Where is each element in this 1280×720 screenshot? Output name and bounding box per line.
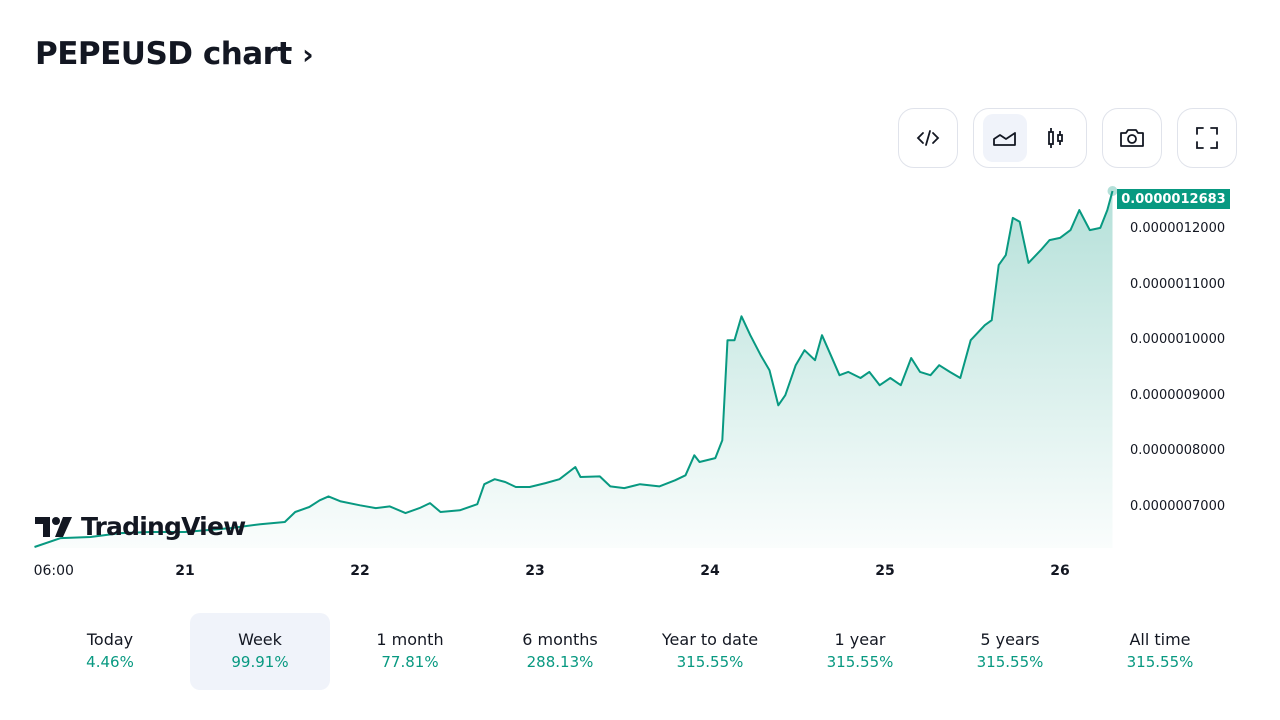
last-price-dot xyxy=(1107,186,1118,197)
fullscreen-icon xyxy=(1196,127,1218,149)
period-tab-5-years[interactable]: 5 years 315.55% xyxy=(940,613,1080,690)
period-change: 4.46% xyxy=(86,653,134,671)
snapshot-button[interactable] xyxy=(1102,108,1162,168)
period-tab-week[interactable]: Week 99.91% xyxy=(190,613,330,690)
period-change: 99.91% xyxy=(231,653,289,671)
page-title[interactable]: PEPEUSD chart › xyxy=(35,36,314,72)
period-label: 1 month xyxy=(376,630,444,649)
y-axis-tick-label: 0.0000009000 xyxy=(1130,387,1226,403)
tradingview-logo-text: TradingView xyxy=(81,512,246,541)
code-icon xyxy=(916,130,940,146)
camera-icon xyxy=(1120,129,1144,147)
y-axis-tick-label: 0.0000011000 xyxy=(1130,276,1226,292)
period-change: 77.81% xyxy=(381,653,439,671)
period-tab-year-to-date[interactable]: Year to date 315.55% xyxy=(640,613,780,690)
last-price-label: 0.0000012683 xyxy=(1117,189,1230,209)
tradingview-logo[interactable]: TradingView xyxy=(35,512,246,541)
chart-style-toggle xyxy=(973,108,1087,168)
fullscreen-button[interactable] xyxy=(1177,108,1237,168)
period-tab-today[interactable]: Today 4.46% xyxy=(40,613,180,690)
period-change: 288.13% xyxy=(526,653,594,671)
y-axis-tick-label: 0.0000010000 xyxy=(1130,332,1226,348)
period-change: 315.55% xyxy=(976,653,1044,671)
x-axis-tick-label: 23 xyxy=(525,563,545,579)
period-label: Week xyxy=(238,630,282,649)
period-tab-1-year[interactable]: 1 year 315.55% xyxy=(790,613,930,690)
area-chart-icon xyxy=(993,132,1016,146)
area-style-button[interactable] xyxy=(983,114,1027,162)
period-change: 315.55% xyxy=(826,653,894,671)
period-tab-all-time[interactable]: All time 315.55% xyxy=(1090,613,1230,690)
period-change: 315.55% xyxy=(1126,653,1194,671)
tradingview-logo-icon xyxy=(35,516,72,537)
x-axis-tick-label: 25 xyxy=(875,563,895,579)
y-axis-tick-label: 0.0000007000 xyxy=(1130,499,1226,514)
chevron-right-icon: › xyxy=(302,38,314,71)
x-axis-tick-label: 22 xyxy=(350,563,370,579)
x-axis-tick-label: 26 xyxy=(1050,563,1070,579)
period-label: 5 years xyxy=(980,630,1040,649)
x-axis-tick-label: 06:00 xyxy=(33,563,74,579)
period-label: Year to date xyxy=(661,630,759,649)
candlestick-icon xyxy=(1048,128,1063,148)
title-text: PEPEUSD chart xyxy=(35,36,292,72)
period-change: 315.55% xyxy=(676,653,744,671)
price-area-fill xyxy=(34,191,1113,548)
x-axis-tick-label: 21 xyxy=(175,563,195,579)
period-tab-1-month[interactable]: 1 month 77.81% xyxy=(340,613,480,690)
period-label: Today xyxy=(86,630,134,649)
price-line xyxy=(34,190,1114,548)
period-label: All time xyxy=(1129,630,1191,649)
period-tab-6-months[interactable]: 6 months 288.13% xyxy=(490,613,630,690)
embed-button[interactable] xyxy=(898,108,958,168)
price-chart[interactable] xyxy=(0,0,1280,600)
candlestick-style-button[interactable] xyxy=(1033,114,1077,162)
period-label: 6 months xyxy=(522,630,598,649)
period-label: 1 year xyxy=(834,630,886,649)
x-axis-tick-label: 24 xyxy=(700,563,720,579)
y-axis-tick-label: 0.0000008000 xyxy=(1130,443,1226,459)
y-axis-tick-label: 0.0000012000 xyxy=(1130,221,1226,236)
